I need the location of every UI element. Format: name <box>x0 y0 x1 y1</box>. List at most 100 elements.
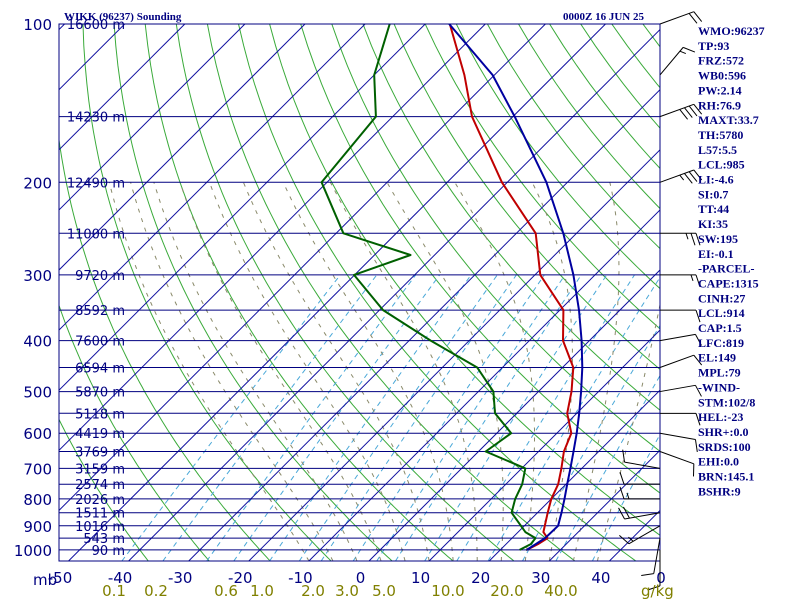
index-entry: EL:149 <box>698 351 736 365</box>
pressure-tick-label: 400 <box>23 333 52 351</box>
pressure-labels: 100 200 300 400 500 600 700 800 900 1000 <box>14 16 52 560</box>
dry-adiabat <box>144 24 454 561</box>
dry-adiabat <box>59 418 149 561</box>
height-label: 16600 m <box>67 18 125 33</box>
wind-barbs <box>618 11 703 591</box>
index-entry: HEL:-23 <box>698 410 743 424</box>
dry-adiabat <box>486 24 660 250</box>
index-entry: WMO:96237 <box>698 24 765 38</box>
isotherm <box>548 449 660 561</box>
isotherm <box>59 24 426 391</box>
wind-barb <box>659 384 702 397</box>
wind-barb <box>660 309 701 323</box>
isotherm <box>59 24 246 211</box>
wind-barb <box>660 274 701 288</box>
temperature-labels: -50 -40 -30 -20 -10 0 10 20 30 40 0 <box>48 569 666 587</box>
index-entry: TP:93 <box>698 39 729 53</box>
moist-adiabat <box>454 182 535 561</box>
mixing-ratio-tick-label: 20.0 <box>490 582 523 600</box>
wind-barb <box>660 232 701 246</box>
dry-adiabat <box>580 24 660 129</box>
moist-adiabat <box>386 182 504 561</box>
dry-adiabat <box>175 24 515 561</box>
mixing-ratio-tick-label: 0.2 <box>144 582 168 600</box>
height-label: 11000 m <box>67 227 125 242</box>
dry-adiabat <box>300 24 660 494</box>
index-entry: LFC:819 <box>698 336 744 350</box>
moist-adiabat <box>572 182 620 561</box>
moist-adiabat <box>209 182 406 561</box>
index-entry: WB0:596 <box>698 69 746 83</box>
mixing-ratio-line <box>424 274 608 561</box>
index-entry: SI:0.7 <box>698 187 728 201</box>
pressure-tick-label: 300 <box>23 267 52 285</box>
index-entry: -PARCEL- <box>698 262 754 276</box>
dry-adiabat <box>113 24 393 561</box>
height-label: 3769 m <box>75 445 125 460</box>
height-label: 3159 m <box>75 462 125 477</box>
index-entry: TH:5780 <box>698 128 743 142</box>
pressure-tick-label: 800 <box>23 491 52 509</box>
height-label: 5870 m <box>75 386 125 401</box>
isotherm <box>128 28 660 561</box>
wind-barb <box>641 538 661 576</box>
wind-barb <box>619 525 661 545</box>
index-entry: MPL:79 <box>698 366 741 380</box>
index-entry: EI:-0.1 <box>698 247 734 261</box>
pressure-tick-label: 200 <box>23 174 52 192</box>
mixing-ratio-line <box>456 274 635 561</box>
isotherm <box>308 209 660 561</box>
mixing-ratio-line <box>395 274 582 561</box>
wind-barb <box>647 549 661 591</box>
wind-barb <box>659 354 703 368</box>
mixing-ratio-tick-label: 2.0 <box>301 582 325 600</box>
isotherm <box>68 24 606 561</box>
index-entry: LI:-4.6 <box>698 173 734 187</box>
isotherm <box>59 24 486 452</box>
parcel-profile <box>448 24 584 551</box>
mixing-ratio-line <box>269 274 472 561</box>
moist-adiabat <box>242 182 430 561</box>
isotherm <box>248 149 660 561</box>
moist-adiabat <box>329 182 478 561</box>
isotherm <box>59 24 186 151</box>
isotherm <box>59 24 546 512</box>
pressure-tick-label: 100 <box>23 16 52 34</box>
mixing-ratio-line <box>206 274 417 561</box>
mixing-ratio-tick-label: 40.0 <box>544 582 577 600</box>
pressure-tick-label: 900 <box>23 518 52 536</box>
wind-barb <box>659 333 702 346</box>
mixing-ratio-tick-label: 3.0 <box>335 582 359 600</box>
plot-border <box>58 23 661 562</box>
temperature-tick-label: -30 <box>168 569 193 587</box>
index-entry: KI:35 <box>698 217 728 231</box>
profiles <box>320 24 584 551</box>
dry-adiabat <box>549 24 660 170</box>
mixing-ratio-labels: 0.1 0.2 0.6 1.0 2.0 3.0 5.0 10.0 20.0 40.0 <box>102 582 578 600</box>
height-label: 5118 m <box>75 407 125 422</box>
mixing-ratio-tick-label: 0.1 <box>102 582 126 600</box>
wind-barb <box>622 449 661 469</box>
moist-adiabat <box>108 182 310 561</box>
isotherm <box>59 24 366 331</box>
isotherm <box>428 329 660 561</box>
dry-adiabats <box>59 24 660 561</box>
index-entry: MAXT:33.7 <box>698 113 759 127</box>
index-entry: FRZ:572 <box>698 54 744 68</box>
mixing-ratio-line <box>522 324 660 561</box>
temperature-profile <box>448 24 575 551</box>
dry-adiabat <box>518 24 660 210</box>
isotherm <box>59 24 65 31</box>
index-entry: SW:195 <box>698 232 738 246</box>
temperature-tick-label: 0 <box>656 569 666 587</box>
dry-adiabat <box>455 24 660 290</box>
mixing-ratio-line <box>162 274 378 561</box>
wind-barb <box>659 46 696 76</box>
temperature-tick-label: -50 <box>48 569 73 587</box>
index-entry: RH:76.9 <box>698 98 741 112</box>
mixing-ratio-line <box>298 274 498 561</box>
index-entry: SHR+:0.0 <box>698 425 749 439</box>
index-entry: BSHR:9 <box>698 484 741 498</box>
moist-adiabat <box>130 182 334 561</box>
height-labels: 16600 m 14230 m 12490 m 11000 m 9720 m 8592 m… <box>67 18 125 559</box>
